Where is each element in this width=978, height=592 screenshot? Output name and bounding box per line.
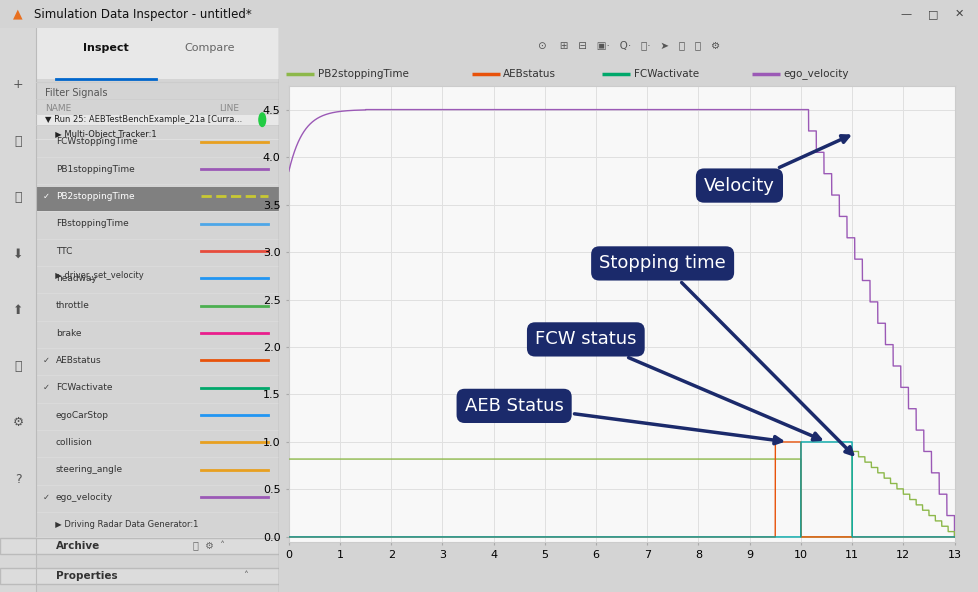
Text: ▲: ▲ <box>13 8 22 21</box>
Text: Compare: Compare <box>184 43 235 53</box>
Text: ▼ Run 25: AEBTestBenchExample_21a [Curra...: ▼ Run 25: AEBTestBenchExample_21a [Curra… <box>45 115 242 124</box>
Text: ego_velocity: ego_velocity <box>782 69 848 79</box>
Text: ⬇: ⬇ <box>13 247 23 260</box>
Text: +: + <box>13 78 23 91</box>
Text: ?: ? <box>15 473 22 486</box>
FancyBboxPatch shape <box>0 568 279 584</box>
Text: ▶ driver_set_velocity: ▶ driver_set_velocity <box>50 271 144 280</box>
Text: FCW status: FCW status <box>535 330 820 440</box>
Text: Stopping time: Stopping time <box>599 255 852 454</box>
Text: ˄: ˄ <box>243 571 247 581</box>
Text: ✓: ✓ <box>42 356 50 365</box>
Text: ⬆: ⬆ <box>13 304 23 317</box>
Text: LINE: LINE <box>218 104 239 113</box>
Text: ▶ Driving Radar Data Generator:1: ▶ Driving Radar Data Generator:1 <box>50 520 199 529</box>
Text: ✓: ✓ <box>42 493 50 501</box>
Text: PB1stoppingTime: PB1stoppingTime <box>56 165 134 173</box>
Text: FCWactivate: FCWactivate <box>634 69 698 79</box>
Text: 🗑  ⚙  ˄: 🗑 ⚙ ˄ <box>193 540 225 551</box>
Text: ⚙: ⚙ <box>13 416 23 429</box>
Text: 📄: 📄 <box>15 360 22 373</box>
Text: ✓: ✓ <box>42 383 50 392</box>
Text: ✕: ✕ <box>954 9 963 19</box>
Text: PB2stoppingTime: PB2stoppingTime <box>317 69 408 79</box>
Text: 📁: 📁 <box>15 134 22 147</box>
FancyBboxPatch shape <box>36 114 279 126</box>
Text: collision: collision <box>56 438 93 447</box>
Text: throttle: throttle <box>56 301 90 310</box>
Text: brake: brake <box>56 329 81 337</box>
Text: □: □ <box>927 9 937 19</box>
Text: FCWstoppingTime: FCWstoppingTime <box>56 137 138 146</box>
Text: 💾: 💾 <box>15 191 22 204</box>
FancyBboxPatch shape <box>36 28 279 79</box>
Text: Inspect: Inspect <box>83 43 129 53</box>
FancyBboxPatch shape <box>0 28 36 592</box>
Text: ✓: ✓ <box>42 192 50 201</box>
FancyBboxPatch shape <box>0 538 279 554</box>
Text: Simulation Data Inspector - untitled*: Simulation Data Inspector - untitled* <box>34 8 251 21</box>
Text: AEBstatus: AEBstatus <box>503 69 556 79</box>
Text: Archive: Archive <box>56 540 100 551</box>
Text: —: — <box>899 9 911 19</box>
Text: Properties: Properties <box>56 571 117 581</box>
Text: steering_angle: steering_angle <box>56 465 123 474</box>
Text: AEB Status: AEB Status <box>465 397 780 444</box>
Text: FBstoppingTime: FBstoppingTime <box>56 219 128 228</box>
Text: ⊙    ⊞   ⊟   ▣·   Q·   ⬜·   ➤   ⤢   📷   ⚙: ⊙ ⊞ ⊟ ▣· Q· ⬜· ➤ ⤢ 📷 ⚙ <box>537 40 720 50</box>
Text: NAME: NAME <box>45 104 70 113</box>
Text: AEBstatus: AEBstatus <box>56 356 102 365</box>
Text: headway: headway <box>56 274 97 283</box>
FancyBboxPatch shape <box>36 187 279 211</box>
Text: PB2stoppingTime: PB2stoppingTime <box>56 192 134 201</box>
Text: Filter Signals: Filter Signals <box>45 88 107 98</box>
Text: FCWactivate: FCWactivate <box>56 383 112 392</box>
Text: Velocity: Velocity <box>703 136 848 195</box>
Text: ▶ Multi-Object Tracker:1: ▶ Multi-Object Tracker:1 <box>50 130 156 139</box>
Text: egoCarStop: egoCarStop <box>56 410 109 420</box>
Circle shape <box>258 113 265 127</box>
Text: ego_velocity: ego_velocity <box>56 493 112 501</box>
Text: TTC: TTC <box>56 246 72 256</box>
